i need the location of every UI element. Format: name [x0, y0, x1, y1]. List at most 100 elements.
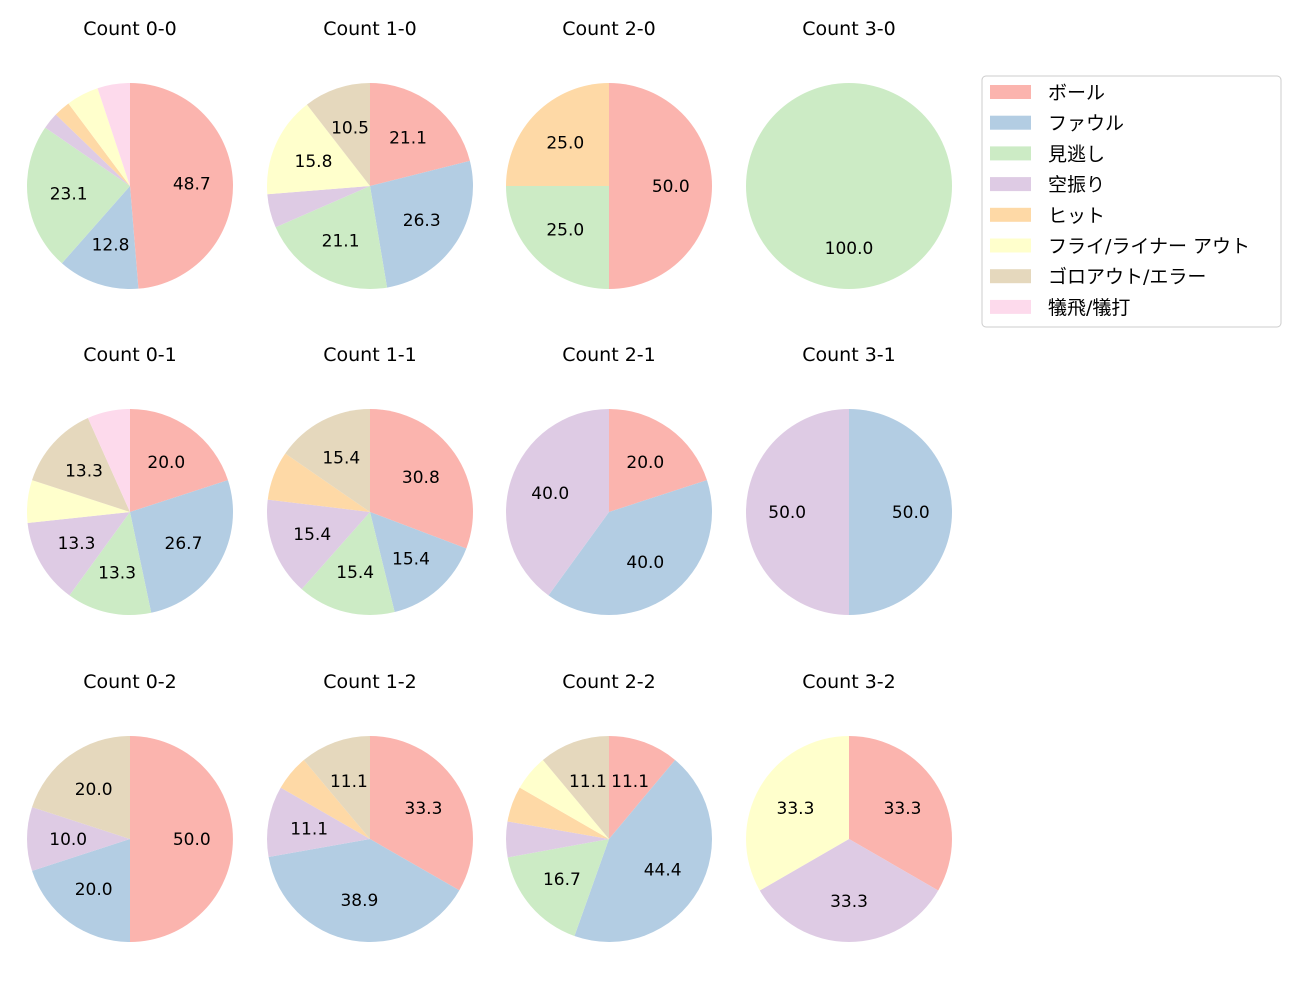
- slice-label: 50.0: [652, 177, 690, 197]
- slice-label: 48.7: [173, 174, 211, 194]
- pie-slice: [506, 186, 609, 289]
- legend-swatch: [990, 177, 1031, 192]
- slice-label: 10.0: [49, 830, 87, 850]
- slice-label: 11.1: [611, 772, 649, 792]
- slice-label: 13.3: [65, 462, 103, 482]
- pie-count-1-1: Count 1-130.815.415.415.415.4: [267, 344, 473, 615]
- pie-slice: [548, 480, 712, 615]
- pie-slice: [32, 736, 130, 839]
- pie-slice: [280, 760, 370, 839]
- legend-label: ゴロアウト/エラー: [1048, 266, 1206, 288]
- pie-count-2-0: Count 2-0 50.0 25.0 25.0: [506, 18, 712, 289]
- pie-slice: [746, 83, 952, 289]
- slice-label: 50.0: [768, 503, 806, 523]
- pie-slice: [69, 512, 152, 615]
- slice-label: 20.0: [75, 780, 113, 800]
- pie-slice: [268, 839, 460, 942]
- pie-title: Count 2-0: [562, 18, 656, 40]
- legend-swatch: [990, 238, 1031, 253]
- slice-label: 15.4: [322, 448, 360, 468]
- pie-slice: [130, 83, 234, 289]
- pie-slice: [87, 409, 130, 512]
- legend-label: ヒット: [1048, 205, 1105, 227]
- legend-swatch: [990, 269, 1031, 284]
- pie-slice: [519, 760, 609, 839]
- pie-slice: [267, 186, 370, 228]
- pie-title: Count 3-0: [802, 18, 896, 40]
- pie-slice: [506, 83, 609, 186]
- pie-slice: [32, 417, 130, 512]
- pie-slice: [849, 736, 952, 891]
- pie-title: Count 3-2: [802, 671, 896, 693]
- pie-slice: [27, 127, 130, 264]
- slice-label: 25.0: [546, 221, 584, 241]
- pie-slice: [507, 839, 609, 937]
- pie-slice: [45, 114, 130, 186]
- slice-label: 50.0: [892, 503, 930, 523]
- slice-label: 21.1: [389, 128, 427, 148]
- pie-title: Count 1-0: [323, 18, 417, 40]
- pie-slice: [130, 480, 233, 613]
- slice-label: 21.1: [322, 231, 360, 251]
- pie-slice: [32, 839, 130, 942]
- pie-slice: [759, 839, 939, 942]
- pie-slice: [267, 104, 370, 195]
- pie-slice: [267, 787, 370, 858]
- slice-label: 12.8: [92, 236, 130, 256]
- pie-slice: [370, 409, 473, 549]
- pie-count-1-0: Count 1-0 21.1 26.3 21.1 15.8 10.5: [267, 18, 473, 289]
- slice-label: 33.3: [830, 892, 868, 912]
- legend-swatch: [990, 207, 1031, 222]
- slice-label: 44.4: [644, 861, 682, 881]
- slice-label: 10.5: [331, 119, 369, 139]
- slice-label: 20.0: [147, 453, 185, 473]
- pie-count-3-1: Count 3-1 50.0 50.0: [746, 344, 952, 615]
- pie-count-0-2: Count 0-2 50.0 20.0 10.0 20.0: [27, 671, 233, 942]
- legend-swatch: [990, 146, 1031, 161]
- pie-slice: [506, 821, 609, 858]
- pie-slice: [849, 409, 952, 615]
- slice-label: 15.4: [392, 549, 430, 569]
- slice-label: 20.0: [626, 453, 664, 473]
- legend-label: 空振り: [1048, 174, 1105, 196]
- slice-label: 100.0: [825, 239, 874, 259]
- pie-slice: [285, 409, 370, 512]
- legend-label: フライ/ライナー アウト: [1048, 236, 1250, 258]
- slice-label: 38.9: [340, 891, 378, 911]
- pie-slice: [130, 409, 228, 512]
- pie-slice: [130, 736, 233, 942]
- legend-swatch: [990, 85, 1031, 99]
- pie-slice: [745, 736, 849, 891]
- slice-label: 50.0: [173, 830, 211, 850]
- slice-label: 33.3: [777, 799, 815, 819]
- legend-label: 見逃し: [1048, 143, 1105, 165]
- slice-label: 11.1: [330, 772, 368, 792]
- pie-slice: [61, 186, 139, 289]
- slice-label: 11.1: [290, 819, 328, 839]
- legend-label: ボール: [1048, 82, 1105, 104]
- pie-slice: [506, 409, 609, 596]
- pie-slice: [267, 453, 370, 512]
- legend-swatch: [990, 115, 1031, 130]
- slice-label: 13.3: [98, 563, 136, 583]
- slice-label: 40.0: [626, 553, 664, 573]
- pie-count-1-2: Count 1-2 33.3 38.9 11.1 11.1: [267, 671, 473, 942]
- slice-label: 13.3: [58, 534, 96, 554]
- pie-title: Count 2-1: [562, 344, 656, 366]
- slice-label: 23.1: [50, 185, 88, 205]
- pie-count-0-1: Count 0-120.026.713.313.313.3: [27, 344, 233, 615]
- pie-slice: [609, 736, 676, 839]
- pie-slice: [27, 512, 130, 596]
- legend-label: 犠飛/犠打: [1048, 297, 1130, 319]
- slice-label: 33.3: [884, 799, 922, 819]
- slice-label: 33.3: [405, 799, 443, 819]
- pie-slice: [746, 409, 849, 615]
- legend-frame: [981, 75, 1282, 328]
- slice-label: 26.3: [403, 211, 441, 231]
- pie-slice: [542, 736, 609, 839]
- slice-label: 25.0: [546, 133, 584, 153]
- slice-label: 16.7: [543, 870, 581, 890]
- pie-slice: [267, 499, 370, 590]
